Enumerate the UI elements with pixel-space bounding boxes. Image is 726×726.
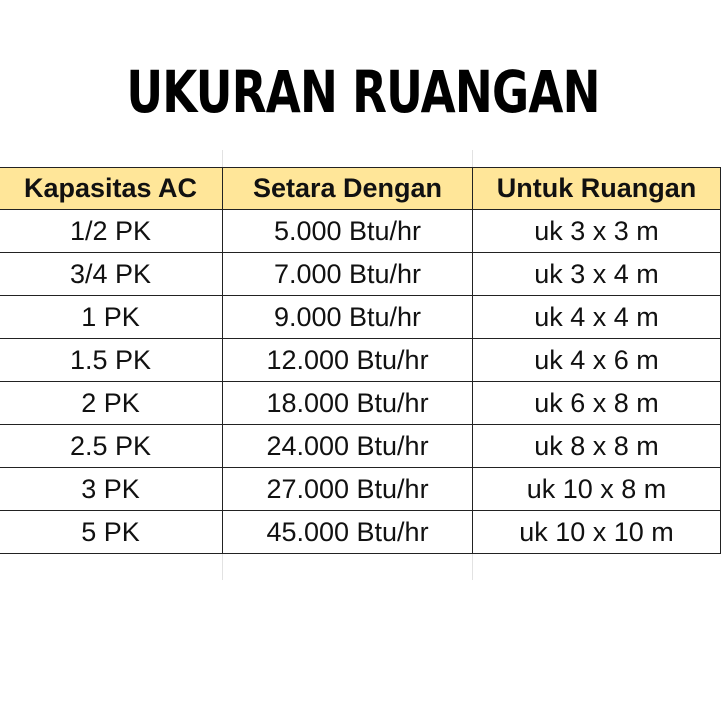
- room-size-cell: uk 6 x 8 m: [472, 381, 721, 425]
- table-row: 2.5 PK 24.000 Btu/hr uk 8 x 8 m: [0, 424, 721, 468]
- header-setara: Setara Dengan: [222, 167, 473, 210]
- room-size-cell: uk 3 x 4 m: [472, 252, 721, 296]
- capacity-cell: 2.5 PK: [0, 424, 223, 468]
- table-row: 3/4 PK 7.000 Btu/hr uk 3 x 4 m: [0, 252, 721, 296]
- capacity-cell: 3 PK: [0, 467, 223, 511]
- table-row: 1/2 PK 5.000 Btu/hr uk 3 x 3 m: [0, 209, 721, 253]
- room-size-cell: uk 10 x 10 m: [472, 510, 721, 554]
- page-title: UKURAN RUANGAN: [126, 58, 600, 126]
- capacity-cell: 1/2 PK: [0, 209, 223, 253]
- room-size-cell: uk 10 x 8 m: [472, 467, 721, 511]
- table-row: 2 PK 18.000 Btu/hr uk 6 x 8 m: [0, 381, 721, 425]
- btu-cell: 5.000 Btu/hr: [222, 209, 473, 253]
- header-ruangan: Untuk Ruangan: [472, 167, 721, 210]
- btu-cell: 27.000 Btu/hr: [222, 467, 473, 511]
- capacity-cell: 1.5 PK: [0, 338, 223, 382]
- btu-cell: 18.000 Btu/hr: [222, 381, 473, 425]
- ac-capacity-table: Kapasitas AC Setara Dengan Untuk Ruangan…: [0, 167, 721, 554]
- btu-cell: 12.000 Btu/hr: [222, 338, 473, 382]
- room-size-cell: uk 4 x 4 m: [472, 295, 721, 339]
- header-kapasitas: Kapasitas AC: [0, 167, 223, 210]
- table-row: 3 PK 27.000 Btu/hr uk 10 x 8 m: [0, 467, 721, 511]
- table-row: 1 PK 9.000 Btu/hr uk 4 x 4 m: [0, 295, 721, 339]
- capacity-cell: 2 PK: [0, 381, 223, 425]
- btu-cell: 7.000 Btu/hr: [222, 252, 473, 296]
- capacity-cell: 5 PK: [0, 510, 223, 554]
- capacity-cell: 3/4 PK: [0, 252, 223, 296]
- room-size-cell: uk 8 x 8 m: [472, 424, 721, 468]
- table-row: 1.5 PK 12.000 Btu/hr uk 4 x 6 m: [0, 338, 721, 382]
- btu-cell: 9.000 Btu/hr: [222, 295, 473, 339]
- table-row: 5 PK 45.000 Btu/hr uk 10 x 10 m: [0, 510, 721, 554]
- btu-cell: 45.000 Btu/hr: [222, 510, 473, 554]
- room-size-cell: uk 3 x 3 m: [472, 209, 721, 253]
- room-size-cell: uk 4 x 6 m: [472, 338, 721, 382]
- table-header-row: Kapasitas AC Setara Dengan Untuk Ruangan: [0, 167, 721, 210]
- capacity-cell: 1 PK: [0, 295, 223, 339]
- btu-cell: 24.000 Btu/hr: [222, 424, 473, 468]
